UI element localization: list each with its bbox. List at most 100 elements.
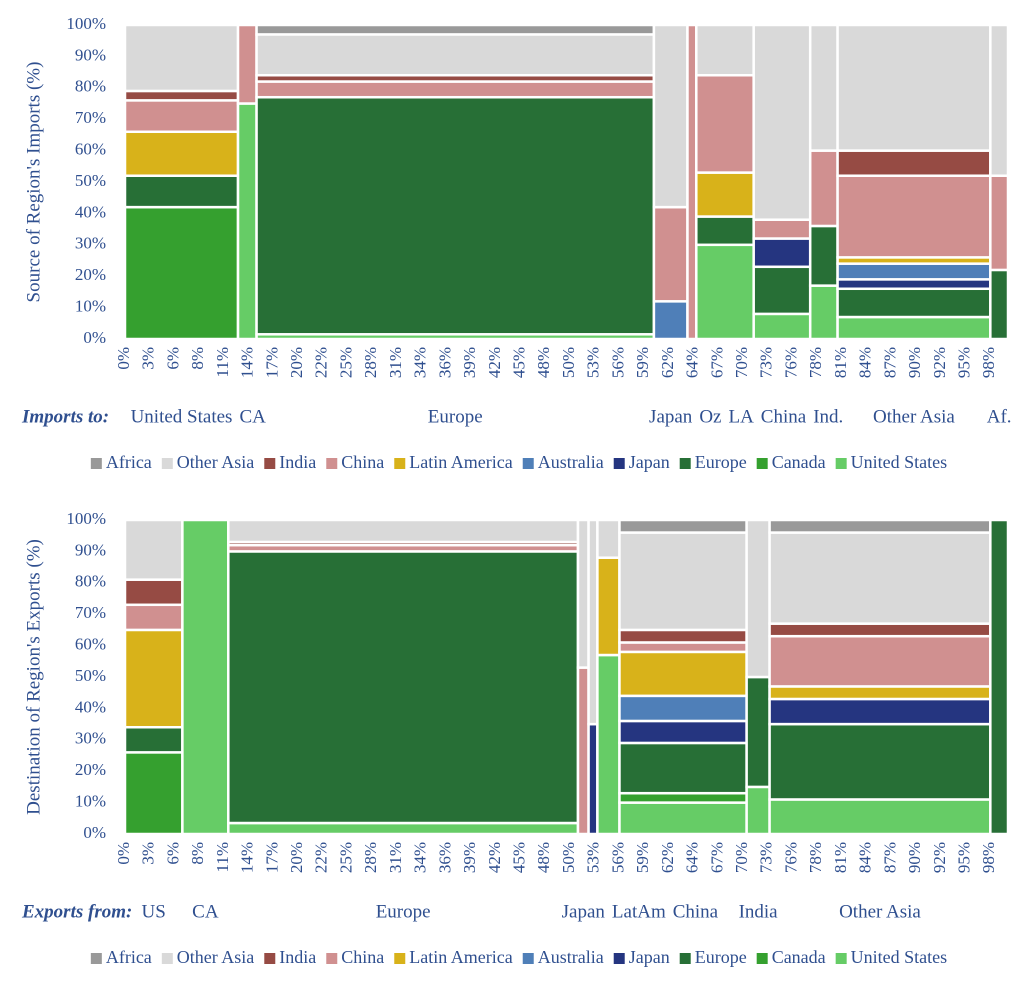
x-tick-label: 39%: [460, 842, 479, 873]
x-tick-label: 11%: [213, 842, 232, 873]
x-tick-label: 45%: [509, 842, 528, 873]
legend-swatch: [161, 458, 173, 469]
y-tick-label: 40%: [75, 202, 106, 221]
mosaic-segment: [989, 23, 1010, 177]
mosaic-segment: [123, 518, 184, 581]
mosaic-segment: [576, 518, 590, 669]
legend-label: Other Asia: [177, 452, 254, 472]
legend-label: Latin America: [409, 947, 512, 967]
mosaic-segment: [768, 798, 992, 836]
mosaic-segment: [768, 722, 992, 801]
mosaic-segment: [836, 315, 992, 341]
mosaic-segment: [768, 697, 992, 726]
x-tick-label: 73%: [757, 842, 776, 873]
legend-swatch: [522, 953, 534, 964]
legend-swatch: [835, 458, 847, 469]
column-label: Japan: [649, 406, 693, 427]
x-tick-label: 11%: [213, 347, 232, 378]
legend-swatch: [394, 953, 406, 964]
x-tick-label: 81%: [831, 347, 850, 378]
mosaic-segment: [836, 149, 992, 177]
axis-prefix: Exports from:: [21, 901, 132, 922]
mekko-panel: Source of Region's Imports (%) 0% 10% 20% 30…: [21, 14, 1012, 472]
mosaic-segment: [808, 284, 839, 341]
x-tick-label: 3%: [139, 347, 158, 370]
legend: Africa Other Asia India China Latin America A…: [90, 452, 947, 472]
mosaic-segment: [123, 205, 240, 341]
x-tick-label: 76%: [781, 842, 800, 873]
x-tick-label: 64%: [683, 347, 702, 378]
x-tick-label: 3%: [139, 842, 158, 865]
legend-label: Other Asia: [177, 947, 254, 967]
legend-swatch: [522, 458, 534, 469]
mosaic-segment: [768, 634, 992, 688]
mosaic-segment: [652, 205, 689, 303]
mosaic-segment: [695, 23, 755, 77]
x-tick-label: 28%: [361, 842, 380, 873]
column-label: Oz: [699, 406, 721, 427]
mosaic-segment: [227, 821, 580, 836]
column-label: US: [142, 901, 166, 922]
mosaic-segment: [752, 265, 812, 316]
legend-label: Canada: [772, 947, 826, 967]
column-label: Other Asia: [839, 901, 921, 922]
legend-swatch: [679, 953, 691, 964]
x-tick-label: 90%: [905, 842, 924, 873]
x-tick-label: 42%: [485, 347, 504, 378]
x-tick-label: 6%: [163, 842, 182, 865]
x-tick-label: 6%: [163, 347, 182, 370]
mosaic-segment: [618, 518, 748, 534]
x-tick-label: 95%: [955, 842, 974, 873]
y-tick-label: 10%: [75, 792, 106, 811]
x-tick-label: 34%: [411, 347, 430, 378]
x-tick-label: 70%: [732, 347, 751, 378]
mosaic-segment: [123, 725, 184, 754]
mosaic-segment: [989, 174, 1010, 272]
x-tick-label: 48%: [534, 842, 553, 873]
legend-label: China: [341, 452, 384, 472]
mosaic-segment: [596, 556, 621, 657]
mosaic-segment: [745, 785, 771, 836]
mosaic-segment: [768, 685, 992, 701]
mosaic-segment: [686, 23, 698, 341]
mosaic-segment: [618, 650, 748, 698]
x-tick-label: 50%: [559, 347, 578, 378]
mosaic-segment: [255, 80, 656, 99]
legend-swatch: [679, 458, 691, 469]
legend-label: Africa: [106, 452, 152, 472]
legend-label: China: [341, 947, 384, 967]
legend-label: Japan: [629, 947, 670, 967]
mosaic-segment: [587, 518, 599, 726]
mosaic-segment: [123, 89, 240, 102]
y-tick-label: 70%: [75, 108, 106, 127]
column-label: Japan: [562, 901, 606, 922]
legend-label: Europe: [695, 452, 747, 472]
mosaic-segment: [227, 550, 580, 825]
x-tick-label: 76%: [781, 347, 800, 378]
mosaic-segment: [618, 741, 748, 795]
y-axis-label: Source of Region's Imports (%): [23, 62, 44, 303]
mosaic-segment: [596, 653, 621, 836]
mosaic-segment: [808, 149, 839, 228]
legend-swatch: [326, 953, 338, 964]
x-tick-label: 28%: [361, 347, 380, 378]
x-tick-label: 64%: [683, 842, 702, 873]
legend-swatch: [756, 458, 768, 469]
y-tick-label: 0%: [83, 823, 106, 842]
mosaic-segment: [989, 518, 1010, 836]
mosaic-segment: [181, 518, 230, 836]
x-tick-label: 62%: [658, 347, 677, 378]
x-tick-label: 87%: [880, 842, 899, 873]
x-tick-label: 45%: [509, 347, 528, 378]
legend-label: India: [279, 452, 316, 472]
column-label: United States: [131, 406, 233, 427]
mosaic-segment: [695, 171, 755, 218]
mosaic-segment: [236, 23, 258, 105]
x-tick-label: 17%: [262, 347, 281, 378]
column-label: CA: [192, 901, 219, 922]
x-tick-label: 17%: [262, 842, 281, 873]
x-tick-label: 8%: [188, 842, 207, 865]
mosaic-segment: [618, 531, 748, 632]
x-tick-label: 50%: [559, 842, 578, 873]
